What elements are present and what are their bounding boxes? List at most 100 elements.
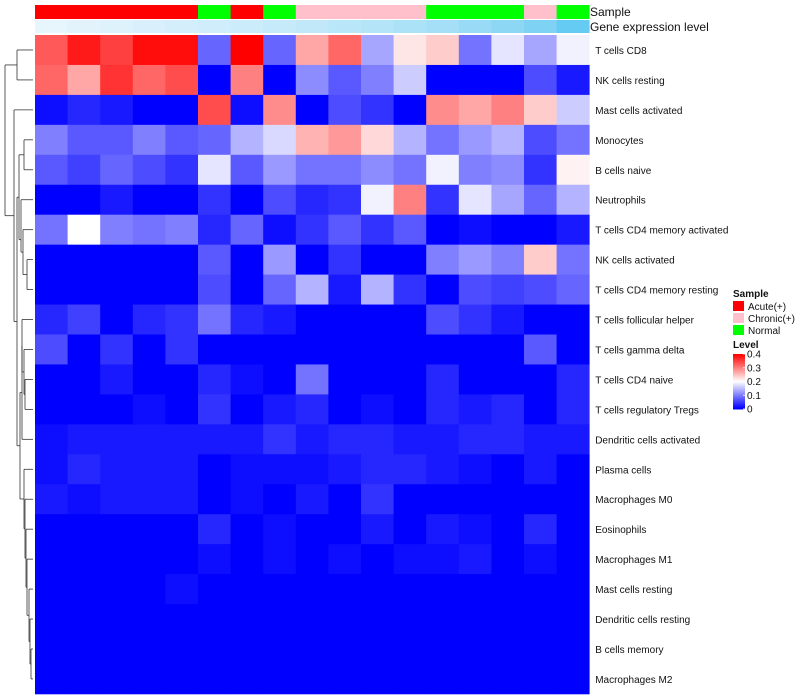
heatmap-cell [198, 35, 231, 66]
sample-legend-swatch [733, 325, 744, 335]
heatmap-cell [263, 663, 297, 695]
heatmap-cell [295, 184, 329, 216]
heatmap-cell [491, 64, 525, 96]
heatmap-cell [263, 604, 297, 635]
heatmap-cell [361, 64, 394, 96]
heatmap-cell [556, 544, 590, 575]
heatmap-cell [67, 124, 101, 156]
heatmap-cell [230, 334, 264, 365]
heatmap-cell [35, 544, 68, 575]
level-legend-gradient-step [733, 398, 745, 400]
heatmap-cell [263, 454, 297, 485]
sample-annotation-cell [556, 5, 590, 19]
level-legend-gradient-step [733, 388, 745, 391]
heatmap-cell [458, 364, 492, 395]
heatmap-cell [328, 334, 362, 365]
sample-legend-label: Acute(+) [748, 302, 786, 313]
heatmap-cell [165, 544, 199, 575]
heatmap-cell [295, 454, 329, 485]
level-legend-gradient-step [733, 364, 745, 366]
heatmap-cell [393, 514, 427, 545]
row-label: B cells memory [595, 645, 663, 656]
heatmap-cell [426, 454, 460, 485]
heatmap-cell [263, 184, 297, 216]
heatmap-cell [361, 274, 394, 305]
heatmap-cell [198, 604, 231, 635]
heatmap-cell [67, 184, 101, 216]
level-legend-gradient-step [733, 358, 745, 360]
row-label: Macrophages M0 [595, 495, 673, 506]
heatmap-cell [165, 394, 199, 425]
expression-annotation-cell [556, 20, 590, 33]
heatmap-cell [556, 304, 590, 335]
level-legend-gradient-step [733, 356, 745, 359]
heatmap-cell [35, 604, 68, 635]
sample-legend-swatch [733, 313, 744, 323]
row-label: Neutrophils [595, 196, 646, 207]
heatmap-cell [393, 634, 427, 665]
heatmap-cell [524, 94, 557, 126]
heatmap-cell [132, 124, 166, 156]
heatmap-cell [35, 214, 68, 246]
level-legend-gradient-step [733, 406, 745, 408]
heatmap-cell [263, 154, 297, 186]
heatmap-cell [295, 214, 329, 246]
heatmap-cell [100, 484, 134, 515]
heatmap-cell [458, 64, 492, 96]
level-legend-tick-label: 0 [747, 405, 753, 416]
row-label: NK cells activated [595, 256, 674, 267]
heatmap-cell [426, 35, 460, 66]
heatmap-cell [165, 304, 199, 335]
sample-annotation-cell [295, 5, 329, 19]
heatmap-cell [230, 574, 264, 605]
heatmap-cell [165, 514, 199, 545]
heatmap-cell [165, 663, 199, 695]
level-legend-gradient-step [733, 361, 745, 363]
heatmap-cell [67, 64, 101, 96]
heatmap-cell [165, 634, 199, 665]
level-legend-gradient-step [733, 400, 745, 403]
heatmap-cell [295, 244, 329, 275]
sample-annotation-cell [100, 5, 134, 19]
heatmap-cell [393, 334, 427, 365]
heatmap-cell [35, 574, 68, 605]
sample-annotation-cell [67, 5, 101, 19]
expression-annotation-cell [524, 20, 557, 33]
heatmap-cell [361, 35, 394, 66]
heatmap-cell [491, 424, 525, 455]
heatmap-cell [328, 94, 362, 126]
heatmap-cell [295, 124, 329, 156]
heatmap-cell [524, 334, 557, 365]
heatmap-cell [458, 184, 492, 216]
level-legend-gradient-step [733, 371, 745, 373]
sample-annotation-cell [426, 5, 460, 19]
heatmap-cell [524, 634, 557, 665]
heatmap-cell [67, 634, 101, 665]
heatmap-cell [556, 64, 590, 96]
row-labels: T cells CD8 NK cells resting Mast cells ac… [595, 46, 728, 686]
heatmap-cell [230, 184, 264, 216]
level-legend-gradient-step [733, 372, 745, 374]
level-legend-gradient-step [733, 386, 745, 388]
level-legend-gradient-step [733, 365, 745, 367]
heatmap-cell [491, 334, 525, 365]
heatmap-cell [458, 35, 492, 66]
heatmap-cell [556, 244, 590, 275]
heatmap-cell [426, 604, 460, 635]
heatmap-cell [198, 124, 231, 156]
level-legend-gradient-step [733, 387, 745, 389]
expression-annotation-cell [67, 20, 101, 33]
heatmap-cell [524, 214, 557, 246]
heatmap-cell [132, 274, 166, 305]
heatmap-cell [263, 35, 297, 66]
heatmap-cell [263, 574, 297, 605]
heatmap-cell [361, 663, 394, 695]
heatmap-cell [67, 514, 101, 545]
heatmap-cell [458, 484, 492, 515]
heatmap-cell [426, 544, 460, 575]
heatmap-cell [328, 484, 362, 515]
level-legend-gradient-step [733, 355, 745, 358]
expression-annotation-cell [263, 20, 297, 33]
heatmap-cell [67, 454, 101, 485]
heatmap-cell [100, 35, 134, 66]
